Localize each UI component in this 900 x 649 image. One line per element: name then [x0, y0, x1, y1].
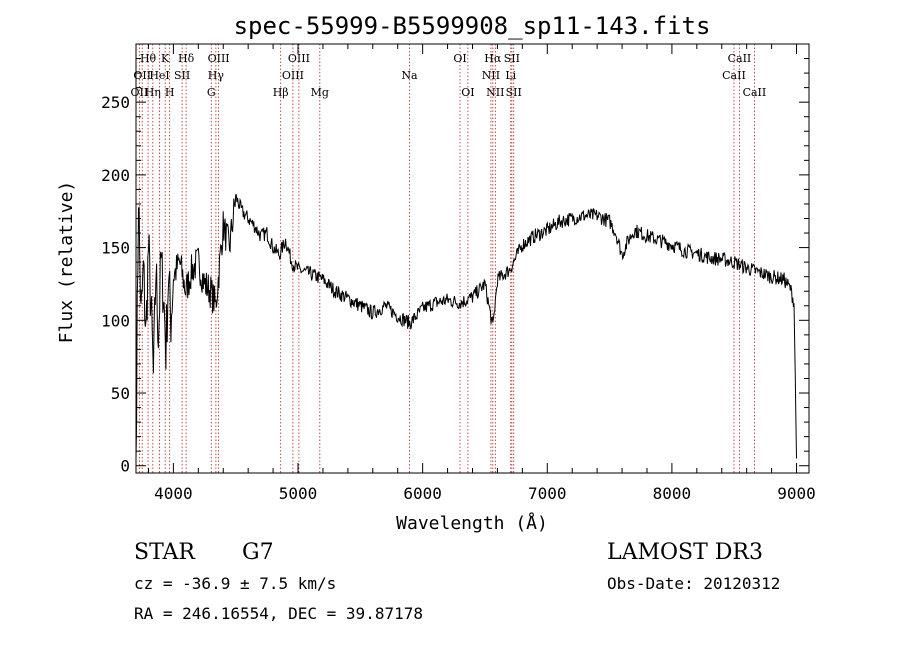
observation-date: Obs-Date: 20120312	[607, 574, 780, 593]
line-marker-label: CaII	[743, 86, 767, 99]
line-marker-label: SII	[174, 69, 190, 82]
x-tick-label: 6000	[403, 484, 442, 503]
line-marker-label: SII	[504, 52, 520, 65]
object-class: STAR	[134, 540, 196, 565]
line-marker-label: NII	[482, 69, 500, 82]
x-axis-ticks: 4000 5000 6000 7000 8000 9000	[147, 44, 816, 503]
y-tick-label: 100	[101, 311, 130, 330]
y-tick-label: 150	[101, 239, 130, 258]
x-tick-label: 4000	[154, 484, 193, 503]
line-marker-label: OII	[133, 69, 151, 82]
line-marker-label: OI	[461, 86, 474, 99]
object-subclass: G7	[242, 540, 274, 565]
line-marker-label: Hη	[145, 86, 161, 99]
line-marker-label: SII	[506, 86, 522, 99]
spectral-line-markers	[138, 44, 755, 473]
line-marker-label: Li	[505, 69, 516, 82]
y-axis-ticks: 0 50 100 150 200 250	[101, 58, 809, 476]
x-tick-label: 7000	[528, 484, 567, 503]
line-marker-label: Hα	[484, 52, 502, 65]
line-marker-label: Hβ	[273, 86, 289, 99]
x-tick-label: 9000	[777, 484, 816, 503]
line-marker-label: G	[207, 86, 216, 99]
survey-name: LAMOST DR3	[607, 540, 763, 565]
y-axis-label: Flux (relative)	[56, 181, 77, 344]
x-tick-label: 8000	[653, 484, 692, 503]
y-tick-label: 0	[120, 457, 130, 476]
x-axis-label: Wavelength (Å)	[396, 512, 548, 534]
line-marker-label: H	[165, 86, 175, 99]
line-marker-label: OIII	[288, 52, 310, 65]
line-marker-label: OII	[131, 86, 149, 99]
line-marker-label: NII	[486, 86, 504, 99]
line-marker-label: HeI	[149, 69, 169, 82]
y-tick-label: 50	[111, 384, 130, 403]
line-marker-label: OIII	[208, 52, 230, 65]
flux-spectrum-line	[135, 194, 797, 459]
line-marker-label: Hθ	[140, 52, 157, 65]
chart-title: spec-55999-B5599908_sp11-143.fits	[234, 12, 711, 40]
y-tick-label: 250	[101, 93, 130, 112]
redshift-velocity: cz = -36.9 ± 7.5 km/s	[134, 574, 336, 593]
y-tick-label: 200	[101, 166, 130, 185]
line-marker-label: CaII	[722, 69, 746, 82]
line-marker-label: Mg	[311, 86, 329, 99]
line-marker-label: Hγ	[208, 69, 225, 82]
coordinates: RA = 246.16554, DEC = 39.87178	[134, 604, 423, 623]
x-tick-label: 5000	[279, 484, 318, 503]
line-marker-label: K	[161, 52, 170, 65]
line-marker-label: Hδ	[178, 52, 195, 65]
line-marker-label: OI	[453, 52, 466, 65]
line-marker-label: Na	[401, 69, 418, 82]
line-marker-label: CaII	[728, 52, 752, 65]
spectral-line-labels: OII OII Hθ Hη HeI K H SII Hδ G Hγ OIII Hβ OIII OIII Mg N…	[131, 52, 767, 99]
line-marker-label: OIII	[282, 69, 304, 82]
